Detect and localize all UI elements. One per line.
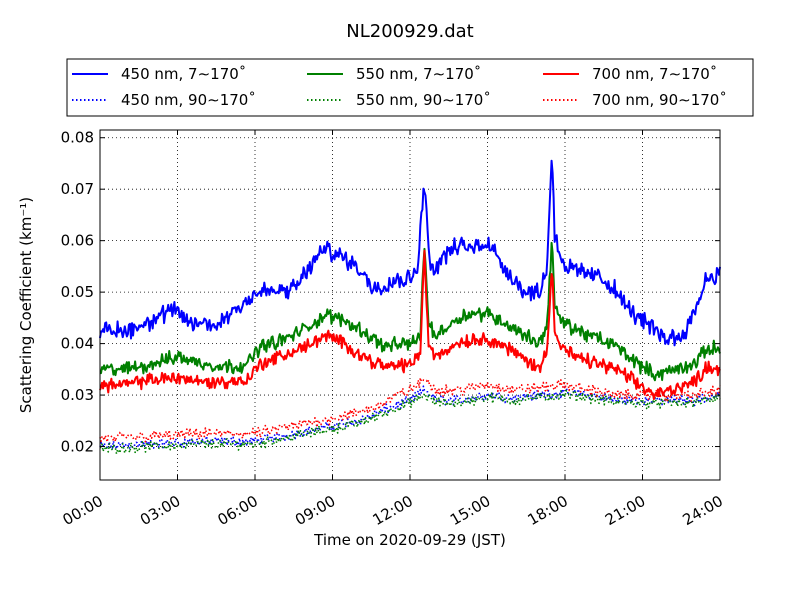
y-tick-label: 0.05 (61, 283, 94, 301)
legend-label: 700 nm, 90∼170˚ (592, 91, 727, 109)
legend-label: 550 nm, 7∼170˚ (356, 65, 481, 83)
y-axis-label: Scattering Coefficient (km⁻¹) (17, 197, 35, 413)
y-tick-label: 0.03 (61, 386, 94, 404)
y-axis-tick-labels: 0.02 0.03 0.04 0.05 0.06 0.07 0.08 (61, 129, 94, 456)
series-group (99, 159, 721, 455)
legend: 450 nm, 7∼170˚ 550 nm, 7∼170˚ 700 nm, 7∼17… (66, 58, 754, 117)
legend-label: 450 nm, 7∼170˚ (121, 65, 246, 83)
series-line (99, 159, 721, 347)
legend-label: 700 nm, 7∼170˚ (592, 65, 717, 83)
y-tick-label: 0.07 (61, 180, 94, 198)
y-tick-label: 0.08 (61, 129, 94, 147)
series-line (99, 249, 721, 401)
y-tick-label: 0.04 (61, 335, 94, 353)
series-line (99, 376, 721, 443)
series-line (99, 241, 721, 382)
legend-label: 550 nm, 90∼170˚ (356, 91, 491, 109)
y-tick-label: 0.06 (61, 232, 94, 250)
y-tick-label: 0.02 (61, 438, 94, 456)
x-axis-label: Time on 2020-09-29 (JST) (313, 531, 506, 549)
chart-title: NL200929.dat (346, 21, 473, 42)
axis-ticks (99, 130, 721, 480)
legend-box (66, 58, 754, 117)
legend-label: 450 nm, 90∼170˚ (121, 91, 256, 109)
